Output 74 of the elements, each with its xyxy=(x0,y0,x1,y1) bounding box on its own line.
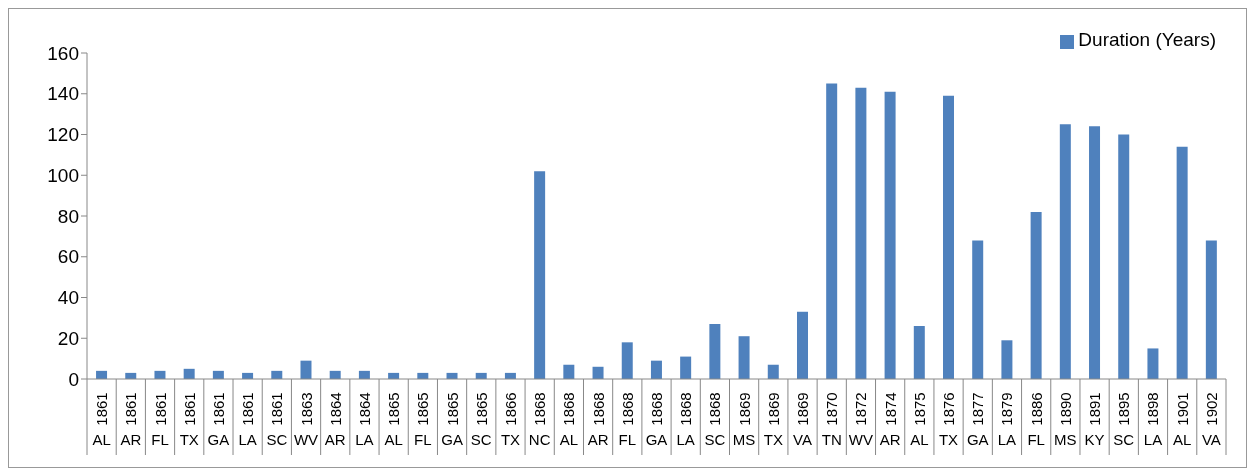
x-tick-label: 1886 FL xyxy=(1027,392,1045,448)
bar xyxy=(592,366,604,379)
x-tick-label: 1868 NC xyxy=(528,392,551,448)
x-tick-label: 1865 SC xyxy=(470,392,492,448)
x-tick-label: 1865 AL xyxy=(384,392,403,448)
x-tick-label: 1868 GA xyxy=(645,392,668,448)
x-tick-label: 1868 AL xyxy=(559,392,579,448)
bar xyxy=(650,360,662,379)
x-tick-label: 1902 VA xyxy=(1201,392,1221,448)
bar xyxy=(1147,348,1159,379)
x-tick-label: 1895 SC xyxy=(1113,392,1135,448)
x-tick-label: 1898 LA xyxy=(1143,392,1163,448)
x-tick-label: 1868 LA xyxy=(676,392,695,448)
bar xyxy=(300,360,312,379)
bar xyxy=(943,95,954,379)
x-tick-label: 1868 SC xyxy=(704,392,726,448)
y-tick-label: 160 xyxy=(47,42,79,64)
y-tick-label: 0 xyxy=(68,368,79,390)
bar xyxy=(913,326,925,379)
bar xyxy=(1205,240,1217,379)
x-tick-label: 1863 WV xyxy=(293,392,319,448)
x-tick-label: 1869 VA xyxy=(793,392,812,448)
x-tick-label: 1861 GA xyxy=(207,392,230,448)
x-tick-label: 1861 SC xyxy=(266,392,288,448)
bar xyxy=(680,356,692,379)
bar xyxy=(884,91,896,379)
bar xyxy=(1001,340,1013,379)
bar xyxy=(767,364,779,379)
bar xyxy=(826,83,838,379)
bar xyxy=(1118,134,1130,379)
x-tick-label: 1869 MS xyxy=(732,392,756,448)
x-tick-label: 1868 AR xyxy=(587,392,609,448)
x-tick-label: 1861 TX xyxy=(179,392,199,448)
bar xyxy=(1059,124,1071,379)
x-tick-label: 1861 AR xyxy=(120,392,142,448)
y-tick-label: 120 xyxy=(47,124,79,146)
x-tick-label: 1890 MS xyxy=(1054,392,1077,448)
x-tick-label: 1864 AR xyxy=(324,392,346,448)
x-tick-label: 1861 FL xyxy=(151,392,169,448)
x-tick-label: 1872 WV xyxy=(848,392,874,448)
bar xyxy=(796,311,808,379)
bar xyxy=(563,364,575,379)
bar xyxy=(738,336,750,379)
bar xyxy=(709,323,721,379)
x-tick-label: 1891 KY xyxy=(1084,392,1105,448)
bar xyxy=(1030,211,1042,379)
x-tick-label: 1865 GA xyxy=(441,392,463,448)
x-tick-label: 1874 AR xyxy=(879,392,901,448)
x-tick-label: 1877 GA xyxy=(966,392,989,448)
bar xyxy=(621,342,633,379)
x-tick-label: 1879 LA xyxy=(997,392,1017,448)
legend-label: Duration (Years) xyxy=(1078,29,1216,50)
y-tick-label: 60 xyxy=(57,246,79,268)
y-tick-label: 80 xyxy=(57,205,79,227)
y-tick-label: 100 xyxy=(47,164,79,186)
bar xyxy=(972,240,984,379)
x-tick-label: 1868 FL xyxy=(618,392,637,448)
y-tick-label: 140 xyxy=(47,83,79,105)
x-tick-label: 1901 AL xyxy=(1173,392,1192,448)
x-tick-label: 1861 AL xyxy=(92,392,111,448)
x-tick-label: 1876 TX xyxy=(938,392,959,448)
x-tick-label: 1875 AL xyxy=(910,392,929,448)
x-tick-label: 1865 FL xyxy=(414,392,432,448)
bar xyxy=(1176,146,1188,379)
x-tick-label: 1861 LA xyxy=(238,392,257,448)
bar xyxy=(1089,126,1101,379)
x-tick-label: 1866 TX xyxy=(500,392,521,448)
x-tick-label: 1870 TN xyxy=(821,392,842,448)
bar xyxy=(855,87,867,379)
bar xyxy=(534,171,546,379)
y-tick-label: 20 xyxy=(57,327,79,349)
y-tick-label: 40 xyxy=(57,287,79,309)
x-tick-label: 1864 LA xyxy=(355,392,374,448)
x-tick-label: 1869 TX xyxy=(763,392,783,448)
